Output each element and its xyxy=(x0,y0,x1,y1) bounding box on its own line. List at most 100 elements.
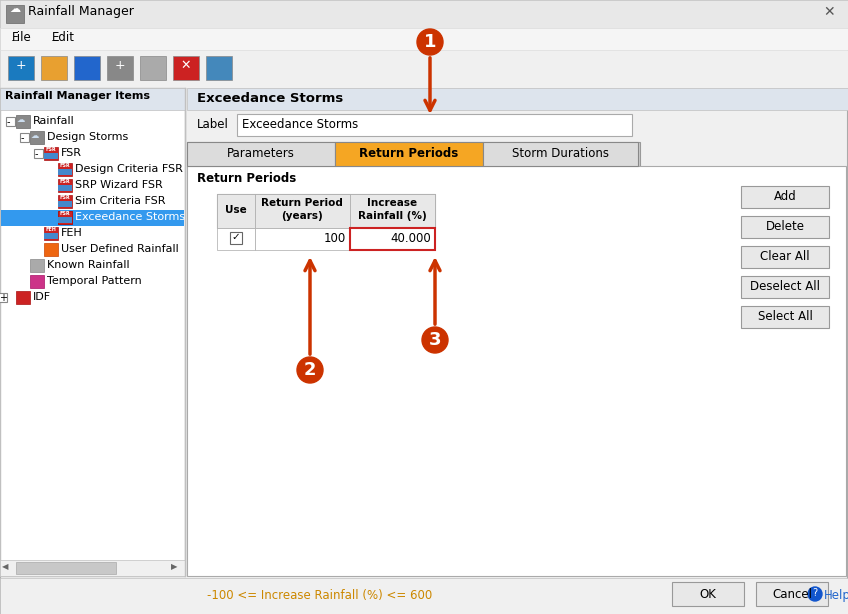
Text: IDF: IDF xyxy=(33,292,51,302)
Bar xyxy=(0,28,848,50)
Bar xyxy=(217,194,255,228)
Bar xyxy=(41,56,67,80)
Text: +: + xyxy=(15,59,26,72)
Text: ☁: ☁ xyxy=(9,4,20,14)
Circle shape xyxy=(808,587,822,601)
Text: Delete: Delete xyxy=(766,220,805,233)
Bar xyxy=(107,56,133,80)
Text: -: - xyxy=(21,133,25,143)
Bar xyxy=(44,153,58,159)
Text: Add: Add xyxy=(773,190,796,203)
Bar xyxy=(58,163,72,176)
Bar xyxy=(187,142,335,166)
Bar xyxy=(230,232,242,244)
Bar xyxy=(58,211,72,224)
Text: Label: Label xyxy=(197,118,229,131)
Bar xyxy=(44,147,58,160)
Text: ✕: ✕ xyxy=(181,59,192,72)
Text: -: - xyxy=(35,149,38,159)
Bar xyxy=(30,259,44,272)
Text: Known Rainfall: Known Rainfall xyxy=(47,260,130,270)
Text: Increase: Increase xyxy=(367,198,417,208)
Text: FSR: FSR xyxy=(59,179,70,184)
Bar xyxy=(741,246,829,268)
Bar xyxy=(0,560,185,576)
Text: FSR: FSR xyxy=(59,163,70,168)
Text: Temporal Pattern: Temporal Pattern xyxy=(47,276,142,286)
Text: User Defined Rainfall: User Defined Rainfall xyxy=(61,244,179,254)
Text: Design Storms: Design Storms xyxy=(47,132,128,142)
Bar xyxy=(217,228,255,250)
Text: FSR: FSR xyxy=(45,147,56,152)
Bar xyxy=(0,578,848,614)
Text: FEH: FEH xyxy=(45,227,56,232)
Text: +: + xyxy=(114,59,126,72)
Text: 100: 100 xyxy=(324,232,346,245)
Bar xyxy=(206,56,232,80)
Text: Rainfall (%): Rainfall (%) xyxy=(358,211,427,221)
Bar xyxy=(44,233,58,239)
Bar xyxy=(8,56,34,80)
Text: Exceedance Storms: Exceedance Storms xyxy=(242,118,358,131)
Bar xyxy=(58,195,72,208)
Text: -: - xyxy=(7,117,10,127)
Bar xyxy=(808,587,822,601)
Text: 3: 3 xyxy=(429,331,441,349)
Circle shape xyxy=(417,29,443,55)
Text: Deselect All: Deselect All xyxy=(750,280,820,293)
Text: ✕: ✕ xyxy=(823,5,834,19)
Text: Edit: Edit xyxy=(52,31,75,44)
Text: Clear All: Clear All xyxy=(760,250,810,263)
Text: Return Period: Return Period xyxy=(261,198,343,208)
Bar xyxy=(58,185,72,191)
Text: FSR: FSR xyxy=(59,195,70,200)
Bar xyxy=(255,194,350,228)
Text: ◀: ◀ xyxy=(2,562,8,571)
Text: OK: OK xyxy=(700,588,717,601)
Bar xyxy=(0,0,848,28)
Circle shape xyxy=(297,357,323,383)
Circle shape xyxy=(422,327,448,353)
Text: Exceedance Storms: Exceedance Storms xyxy=(197,92,343,105)
Bar xyxy=(173,56,199,80)
Text: Parameters: Parameters xyxy=(227,147,295,160)
Bar xyxy=(16,115,30,128)
Text: Storm Durations: Storm Durations xyxy=(511,147,609,160)
Bar xyxy=(187,166,846,576)
Text: Exceedance Storms: Exceedance Storms xyxy=(75,212,185,222)
Text: Rainfall: Rainfall xyxy=(33,116,75,126)
Bar xyxy=(0,88,185,110)
Text: Sim Criteria FSR: Sim Criteria FSR xyxy=(75,196,165,206)
Text: SRP Wizard FSR: SRP Wizard FSR xyxy=(75,180,163,190)
Bar xyxy=(217,194,435,228)
Bar xyxy=(187,88,848,110)
Bar xyxy=(34,149,43,158)
Bar xyxy=(237,114,632,136)
Text: Help: Help xyxy=(824,589,848,602)
Text: Cancel: Cancel xyxy=(772,588,812,601)
Bar xyxy=(20,133,29,142)
Text: Select All: Select All xyxy=(757,310,812,323)
Text: Return Periods: Return Periods xyxy=(360,147,459,160)
Bar xyxy=(74,56,100,80)
Bar xyxy=(187,142,640,167)
Bar xyxy=(58,201,72,207)
Text: ?: ? xyxy=(812,588,817,598)
Bar xyxy=(483,142,638,166)
Bar xyxy=(58,211,72,224)
Text: Use: Use xyxy=(225,205,247,215)
Bar xyxy=(741,306,829,328)
Text: File: File xyxy=(12,31,31,44)
Text: ☁: ☁ xyxy=(31,131,39,140)
Bar xyxy=(30,131,44,144)
Bar xyxy=(140,56,166,80)
Text: ☁: ☁ xyxy=(17,115,25,124)
Bar xyxy=(44,227,58,240)
Bar xyxy=(0,50,848,88)
Bar xyxy=(16,291,30,304)
Text: Design Criteria FSR: Design Criteria FSR xyxy=(75,164,183,174)
Text: ▶: ▶ xyxy=(171,562,177,571)
Text: Rainfall Manager Items: Rainfall Manager Items xyxy=(5,91,150,101)
Text: -100 <= Increase Rainfall (%) <= 600: -100 <= Increase Rainfall (%) <= 600 xyxy=(208,589,432,602)
Bar xyxy=(741,186,829,208)
